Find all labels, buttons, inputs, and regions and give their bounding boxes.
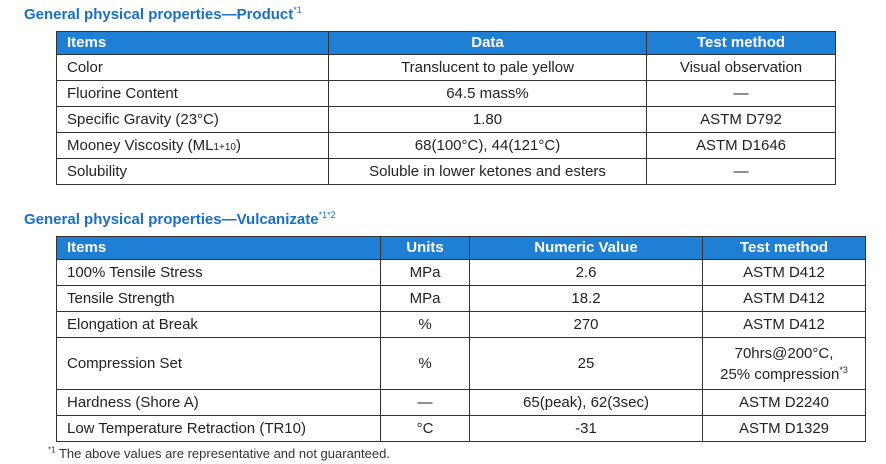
data-cell: 68(100°C), 44(121°C) xyxy=(328,132,647,159)
subscript: 1+10 xyxy=(213,141,236,153)
col-header-items: Items xyxy=(56,236,381,260)
product-header-row: Items Data Test method xyxy=(56,31,836,55)
value-cell: 2.6 xyxy=(469,259,703,286)
method-cell: Visual observation xyxy=(646,54,836,81)
unit-cell: — xyxy=(380,389,470,416)
method-cell: ASTM D412 xyxy=(702,311,866,338)
value-cell: 18.2 xyxy=(469,285,703,312)
item-cell: 100% Tensile Stress xyxy=(56,259,381,286)
item-cell: Specific Gravity (23°C) xyxy=(56,106,329,133)
value-cell: 270 xyxy=(469,311,703,338)
item-cell: Mooney Viscosity (ML1+10) xyxy=(56,132,329,159)
footnote-mark: *1 xyxy=(48,445,56,455)
vulcanizate-table: Items Units Numeric Value Test method 10… xyxy=(56,236,866,442)
col-header-test-method: Test method xyxy=(702,236,866,260)
data-cell: 64.5 mass% xyxy=(328,80,647,107)
col-header-units: Units xyxy=(380,236,470,260)
item-cell: Elongation at Break xyxy=(56,311,381,338)
vulcanizate-section-title: General physical properties—Vulcanizate*… xyxy=(24,210,336,229)
data-cell: Translucent to pale yellow xyxy=(328,54,647,81)
footnote: *1 The above values are representative a… xyxy=(48,446,390,461)
unit-cell: % xyxy=(380,337,470,390)
table-row: Fluorine Content 64.5 mass% — xyxy=(56,80,836,107)
value-cell: 65(peak), 62(3sec) xyxy=(469,389,703,416)
product-table: Items Data Test method Color Translucent… xyxy=(56,31,836,185)
method-cell: ASTM D1646 xyxy=(646,132,836,159)
table-row: Hardness (Shore A) — 65(peak), 62(3sec) … xyxy=(56,389,866,416)
item-cell: Hardness (Shore A) xyxy=(56,389,381,416)
item-cell: Color xyxy=(56,54,329,81)
data-cell: 1.80 xyxy=(328,106,647,133)
item-cell: Low Temperature Retraction (TR10) xyxy=(56,415,381,442)
col-header-items: Items xyxy=(56,31,329,55)
value-cell: 25 xyxy=(469,337,703,390)
unit-cell: MPa xyxy=(380,259,470,286)
method-cell: ASTM D2240 xyxy=(702,389,866,416)
col-header-data: Data xyxy=(328,31,647,55)
product-title-note: *1 xyxy=(293,5,302,15)
method-cell: — xyxy=(646,80,836,107)
method-line-1: 70hrs@200°C, xyxy=(734,344,834,362)
unit-cell: % xyxy=(380,311,470,338)
col-header-numeric-value: Numeric Value xyxy=(469,236,703,260)
value-cell: -31 xyxy=(469,415,703,442)
method-cell: ASTM D1329 xyxy=(702,415,866,442)
table-row: Color Translucent to pale yellow Visual … xyxy=(56,54,836,81)
method-note: *3 xyxy=(839,364,848,375)
col-header-test-method: Test method xyxy=(646,31,836,55)
table-row: Specific Gravity (23°C) 1.80 ASTM D792 xyxy=(56,106,836,133)
vulcanizate-header-row: Items Units Numeric Value Test method xyxy=(56,236,866,260)
table-row: Solubility Soluble in lower ketones and … xyxy=(56,158,836,185)
method-cell: ASTM D412 xyxy=(702,259,866,286)
table-row: Elongation at Break % 270 ASTM D412 xyxy=(56,311,866,338)
table-row: Tensile Strength MPa 18.2 ASTM D412 xyxy=(56,285,866,312)
item-cell: Tensile Strength xyxy=(56,285,381,312)
footnote-text: The above values are representative and … xyxy=(55,446,390,461)
table-row: 100% Tensile Stress MPa 2.6 ASTM D412 xyxy=(56,259,866,286)
table-row: Mooney Viscosity (ML1+10) 68(100°C), 44(… xyxy=(56,132,836,159)
unit-cell: °C xyxy=(380,415,470,442)
product-section-title: General physical properties—Product*1 xyxy=(24,5,302,24)
vulcanizate-title-note: *1*2 xyxy=(318,210,336,220)
table-row: Low Temperature Retraction (TR10) °C -31… xyxy=(56,415,866,442)
method-line-2: 25% compression*3 xyxy=(720,364,848,383)
method-cell: ASTM D792 xyxy=(646,106,836,133)
item-cell: Solubility xyxy=(56,158,329,185)
unit-cell: MPa xyxy=(380,285,470,312)
method-cell: 70hrs@200°C, 25% compression*3 xyxy=(702,337,866,390)
item-cell: Fluorine Content xyxy=(56,80,329,107)
item-cell: Compression Set xyxy=(56,337,381,390)
method-cell: — xyxy=(646,158,836,185)
data-cell: Soluble in lower ketones and esters xyxy=(328,158,647,185)
method-cell: ASTM D412 xyxy=(702,285,866,312)
table-row: Compression Set % 25 70hrs@200°C, 25% co… xyxy=(56,337,866,390)
